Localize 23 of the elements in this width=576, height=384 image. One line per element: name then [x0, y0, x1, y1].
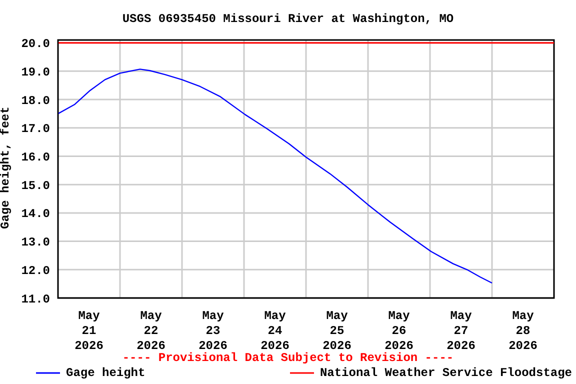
y-tick-label: 20.0: [21, 37, 50, 52]
y-tick-label: 14.0: [21, 207, 50, 222]
text: ---- Provisional Data Subject to Revision ----: [122, 351, 454, 365]
legend-label: Gage height: [66, 366, 146, 380]
y-tick-label: 15.0: [21, 178, 50, 193]
chart-title: USGS 06935450 Missouri River at Washington, MO: [121, 12, 455, 26]
y-tick-label: 12.0: [21, 264, 50, 278]
x-tick-label: May 23 2026: [198, 309, 228, 353]
legend-label: National Weather Service Floodstage: [320, 366, 572, 380]
y-tick-label: 11.0: [21, 292, 50, 306]
y-tick-label: 19.0: [21, 65, 50, 80]
x-tick-label: May 24 2026: [260, 309, 290, 353]
y-tick-label: 18.0: [21, 94, 50, 108]
x-tick-label: May 27 2026: [446, 309, 476, 353]
x-tick-label: May 28 2026: [508, 309, 538, 353]
x-tick-label: May 21 2026: [74, 309, 104, 353]
y-tick-label: 17.0: [21, 122, 50, 136]
y-tick-label: 16.0: [21, 150, 50, 164]
x-tick-label: May 25 2026: [322, 309, 352, 353]
line-series: [58, 68, 493, 284]
y-tick-label: 13.0: [21, 236, 50, 250]
x-tick-label: May 22 2026: [136, 309, 166, 353]
x-tick-label: May 26 2026: [384, 309, 414, 353]
